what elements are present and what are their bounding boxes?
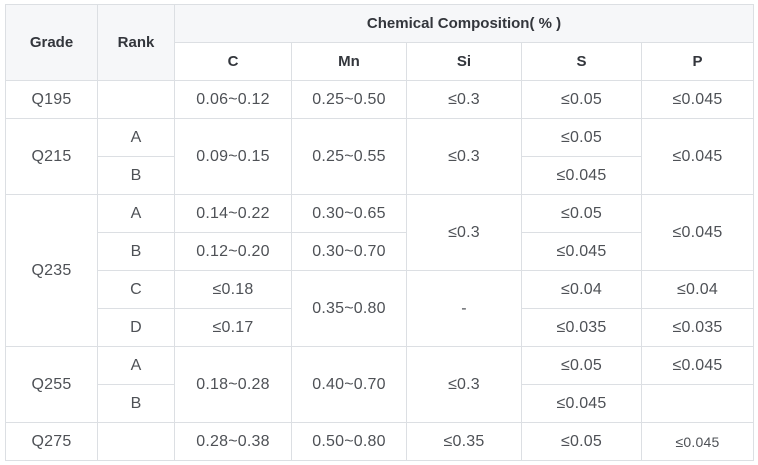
value-q235-c-s: ≤0.04 (521, 270, 642, 309)
value-q255-b-s: ≤0.045 (521, 384, 642, 423)
value-q195-s: ≤0.05 (521, 80, 642, 119)
rank-q275-empty (97, 422, 175, 461)
rank-q235-a: A (97, 194, 175, 233)
row-q235-b: B 0.12~0.20 0.30~0.70 ≤0.045 (6, 232, 754, 271)
value-q255-mn: 0.40~0.70 (291, 346, 407, 423)
header-element-c: C (174, 42, 292, 81)
header-row-group: Grade Rank Chemical Composition( % ) (5, 4, 755, 81)
value-q215-c: 0.09~0.15 (174, 118, 292, 195)
row-q195: Q195 0.06~0.12 0.25~0.50 ≤0.3 ≤0.05 ≤0.0… (5, 80, 755, 119)
row-q235-c: C ≤0.18 0.35~0.80 - ≤0.04 ≤0.04 (6, 270, 755, 347)
value-q195-mn: 0.25~0.50 (291, 80, 407, 119)
value-q275-p: ≤0.045 (640, 422, 755, 461)
value-q255-b-p-empty (640, 384, 755, 423)
header-grade: Grade (5, 4, 98, 81)
value-q235-cd-si: - (406, 270, 522, 347)
value-q235-d-c: ≤0.17 (174, 308, 292, 347)
value-q235-b-s: ≤0.045 (521, 232, 642, 271)
row-q275: Q275 0.28~0.38 0.50~0.80 ≤0.35 ≤0.05 ≤0.… (5, 422, 755, 461)
value-q215-si: ≤0.3 (406, 118, 522, 195)
row-q255-a: Q255 A 0.18~0.28 0.40~0.70 ≤0.3 ≤0.05 ≤0… (5, 346, 755, 423)
grade-q195: Q195 (5, 80, 98, 119)
value-q215-a-s: ≤0.05 (521, 118, 642, 157)
grade-q215: Q215 (5, 118, 98, 195)
row-q255-b: B ≤0.045 (6, 384, 755, 423)
chemical-composition-table: Grade Rank Chemical Composition( % ) C M… (5, 4, 755, 461)
row-q215-a: Q215 A 0.09~0.15 0.25~0.55 ≤0.3 ≤0.05 ≤0… (5, 118, 755, 195)
value-q255-si: ≤0.3 (406, 346, 522, 423)
rank-q215-a: A (97, 118, 175, 157)
value-q235-d-p: ≤0.035 (640, 308, 755, 347)
value-q235-ab-si: ≤0.3 (406, 194, 522, 271)
value-q235-a-s: ≤0.05 (521, 194, 642, 233)
value-q255-c: 0.18~0.28 (174, 346, 292, 423)
value-q215-mn: 0.25~0.55 (291, 118, 407, 195)
value-q255-a-p: ≤0.045 (640, 346, 755, 385)
rank-q255-a: A (97, 346, 175, 385)
rank-q235-b: B (97, 232, 175, 271)
value-q235-c-c: ≤0.18 (174, 270, 292, 309)
value-q255-a-s: ≤0.05 (521, 346, 642, 385)
value-q235-b-mn: 0.30~0.70 (291, 232, 407, 271)
value-q235-cd-mn: 0.35~0.80 (291, 270, 407, 347)
grade-q235: Q235 (5, 194, 98, 347)
value-q235-d-s: ≤0.035 (521, 308, 642, 347)
header-chemical-composition: Chemical Composition( % ) (173, 4, 755, 43)
rank-q235-c: C (97, 270, 175, 309)
value-q275-s: ≤0.05 (521, 422, 642, 461)
header-element-s: S (521, 42, 642, 81)
value-q235-b-c: 0.12~0.20 (174, 232, 292, 271)
value-q235-c-p: ≤0.04 (640, 270, 755, 309)
rank-q235-d: D (97, 308, 175, 347)
value-q195-c: 0.06~0.12 (174, 80, 292, 119)
row-q235-a: Q235 A 0.14~0.22 0.30~0.65 ≤0.3 ≤0.05 ≤0… (5, 194, 755, 347)
header-element-si: Si (406, 42, 522, 81)
row-q235-d: D ≤0.17 ≤0.035 ≤0.035 (6, 308, 755, 347)
grade-q275: Q275 (5, 422, 98, 461)
rank-q215-b: B (97, 156, 175, 195)
value-q275-mn: 0.50~0.80 (291, 422, 407, 461)
rank-q255-b: B (97, 384, 175, 423)
value-q195-si: ≤0.3 (406, 80, 522, 119)
value-q215-b-s: ≤0.045 (521, 156, 642, 195)
value-q235-a-c: 0.14~0.22 (174, 194, 292, 233)
header-rank: Rank (97, 4, 175, 81)
header-element-p: P (640, 42, 755, 81)
value-q235-a-mn: 0.30~0.65 (291, 194, 407, 233)
value-q235-ab-p: ≤0.045 (640, 194, 755, 271)
header-element-mn: Mn (291, 42, 407, 81)
header-row-elements: C Mn Si S P (6, 42, 755, 81)
rank-q195-empty (97, 80, 175, 119)
value-q275-c: 0.28~0.38 (174, 422, 292, 461)
value-q275-si: ≤0.35 (406, 422, 522, 461)
value-q195-p: ≤0.045 (640, 80, 755, 119)
grade-q255: Q255 (5, 346, 98, 423)
value-q215-p: ≤0.045 (640, 118, 755, 195)
